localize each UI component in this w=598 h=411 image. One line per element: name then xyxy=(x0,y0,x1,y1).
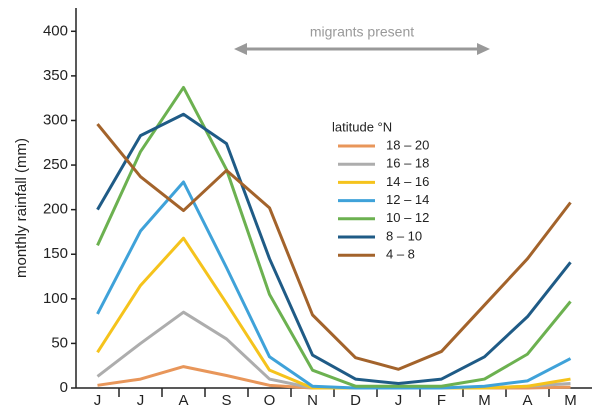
y-tick-label: 300 xyxy=(43,111,68,128)
x-tick-label: A xyxy=(522,392,532,409)
data-line xyxy=(96,123,572,371)
x-tick-label: D xyxy=(350,392,361,409)
data-line xyxy=(96,112,572,386)
x-tick-label: N xyxy=(307,392,318,409)
legend-label: 8 – 10 xyxy=(386,228,422,243)
x-tick-label: F xyxy=(437,392,446,409)
y-tick-label: 400 xyxy=(43,22,68,39)
x-tick-label: A xyxy=(178,392,188,409)
legend-label: 12 – 14 xyxy=(386,192,429,207)
legend-label: 10 – 12 xyxy=(386,210,429,225)
x-tick-label: S xyxy=(221,392,231,409)
y-axis-label: monthly rainfall (mm) xyxy=(13,138,30,278)
x-tick-label: O xyxy=(264,392,276,409)
data-line xyxy=(96,180,572,390)
data-line xyxy=(96,85,572,388)
y-tick-label: 100 xyxy=(43,290,68,307)
x-tick-label: M xyxy=(478,392,491,409)
x-tick-label: J xyxy=(94,392,102,409)
y-tick-label: 350 xyxy=(43,67,68,84)
legend-label: 4 – 8 xyxy=(386,247,415,262)
x-tick-label: J xyxy=(395,392,403,409)
legend-label: 18 – 20 xyxy=(386,137,429,152)
y-tick-label: 150 xyxy=(43,245,68,262)
legend-title: latitude °N xyxy=(332,119,392,134)
y-tick-label: 0 xyxy=(60,379,68,396)
y-tick-label: 250 xyxy=(43,156,68,173)
x-tick-label: M xyxy=(564,392,577,409)
legend-label: 16 – 18 xyxy=(386,156,429,171)
annotation-arrow xyxy=(234,43,490,55)
y-tick-label: 200 xyxy=(43,201,68,218)
x-tick-label: J xyxy=(137,392,145,409)
y-tick-label: 50 xyxy=(51,334,68,351)
legend-label: 14 – 16 xyxy=(386,174,429,189)
annotation: migrants present xyxy=(310,24,414,40)
